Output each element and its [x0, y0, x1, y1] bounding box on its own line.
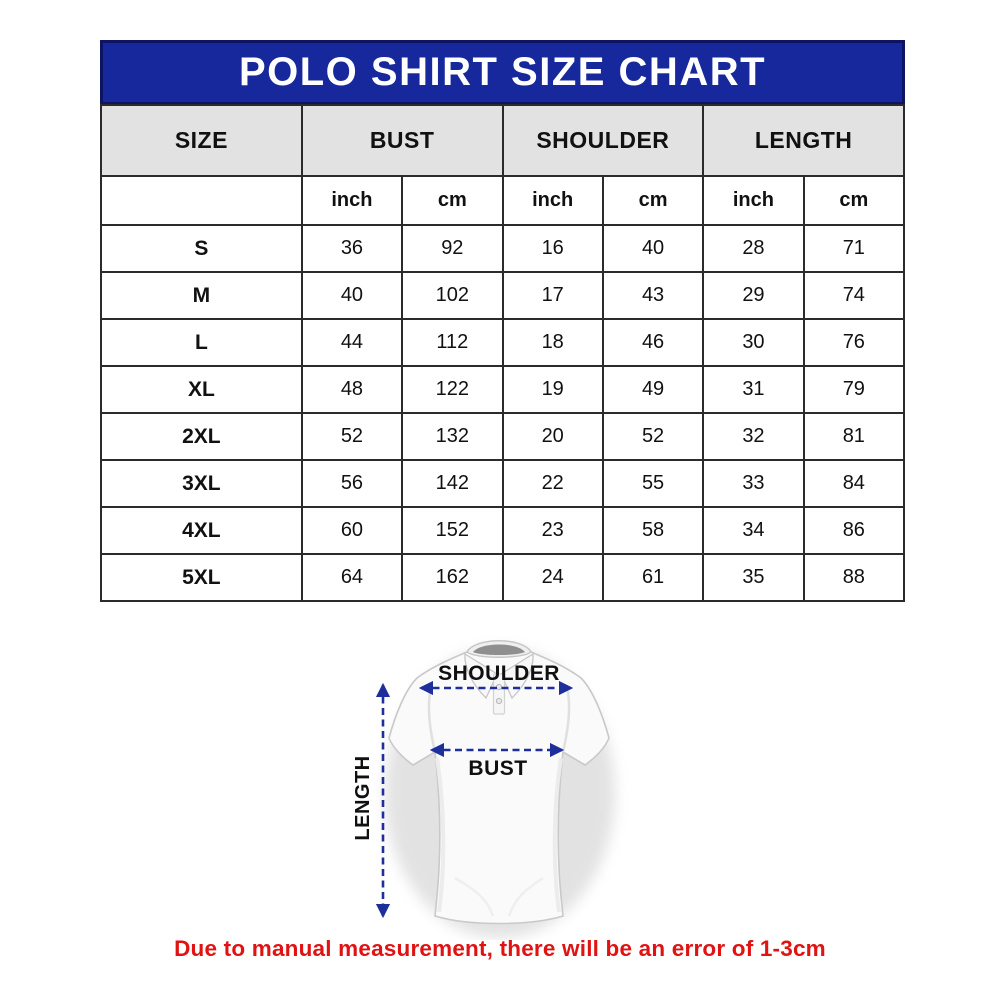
value-cell: 17 [501, 271, 604, 320]
value-cell: 16 [501, 224, 604, 273]
bust-label: BUST [468, 757, 527, 780]
value-cell: 71 [802, 224, 906, 273]
unit-header: cm [802, 175, 906, 226]
size-cell: 3XL [100, 459, 303, 508]
value-cell: 22 [501, 459, 604, 508]
value-cell: 122 [401, 365, 504, 414]
value-cell: 30 [702, 318, 805, 367]
size-table: SIZE BUST SHOULDER LENGTH inch cm inch c… [100, 104, 906, 602]
value-cell: 52 [601, 412, 705, 461]
unit-header: cm [401, 175, 504, 226]
header-bust: BUST [300, 104, 504, 177]
unit-header-empty [100, 175, 303, 226]
header-length: LENGTH [702, 104, 905, 177]
value-cell: 58 [601, 506, 705, 555]
value-cell: 24 [501, 553, 604, 602]
measurement-note: Due to manual measurement, there will be… [174, 936, 826, 961]
value-cell: 40 [601, 224, 705, 273]
value-cell: 56 [300, 459, 404, 508]
table-row: 4XL 60 152 23 58 34 86 [100, 506, 906, 555]
value-cell: 32 [702, 412, 805, 461]
value-cell: 112 [401, 318, 504, 367]
header-shoulder: SHOULDER [501, 104, 705, 177]
chart-title-bar: POLO SHIRT SIZE CHART [100, 40, 905, 105]
table-row: 2XL 52 132 20 52 32 81 [100, 412, 906, 461]
value-cell: 48 [300, 365, 404, 414]
table-row: L 44 112 18 46 30 76 [100, 318, 906, 367]
unit-header: inch [300, 175, 404, 226]
size-cell: 4XL [100, 506, 303, 555]
value-cell: 162 [401, 553, 504, 602]
table-header-row: SIZE BUST SHOULDER LENGTH [100, 104, 905, 177]
value-cell: 86 [802, 506, 906, 555]
value-cell: 28 [702, 224, 805, 273]
value-cell: 88 [802, 553, 906, 602]
polo-shirt-diagram: SHOULDER BUST LENGTH [355, 628, 647, 940]
chart-title: POLO SHIRT SIZE CHART [238, 50, 767, 94]
value-cell: 81 [802, 412, 906, 461]
size-chart: POLO SHIRT SIZE CHART SIZE BUST SHOULDER… [100, 40, 906, 602]
value-cell: 79 [802, 365, 906, 414]
unit-header: cm [601, 175, 705, 226]
value-cell: 33 [702, 459, 805, 508]
size-table-body: S 36 92 16 40 28 71 M 40 102 17 43 29 74 [100, 224, 906, 602]
size-cell: S [100, 224, 303, 273]
table-row: M 40 102 17 43 29 74 [100, 271, 906, 320]
value-cell: 74 [802, 271, 906, 320]
value-cell: 36 [300, 224, 404, 273]
value-cell: 152 [401, 506, 504, 555]
table-row: 5XL 64 162 24 61 35 88 [100, 553, 906, 602]
value-cell: 40 [300, 271, 404, 320]
table-row: 3XL 56 142 22 55 33 84 [100, 459, 906, 508]
collar-inner-shadow [473, 644, 525, 655]
shoulder-label: SHOULDER [438, 662, 560, 685]
value-cell: 102 [401, 271, 504, 320]
value-cell: 43 [601, 271, 705, 320]
size-cell: 2XL [100, 412, 303, 461]
value-cell: 55 [601, 459, 705, 508]
value-cell: 61 [601, 553, 705, 602]
value-cell: 76 [802, 318, 906, 367]
value-cell: 23 [501, 506, 604, 555]
size-cell: 5XL [100, 553, 303, 602]
length-label: LENGTH [355, 755, 374, 840]
value-cell: 49 [601, 365, 705, 414]
button [495, 683, 503, 691]
unit-header: inch [702, 175, 805, 226]
value-cell: 20 [501, 412, 604, 461]
table-row: S 36 92 16 40 28 71 [100, 224, 906, 273]
value-cell: 60 [300, 506, 404, 555]
value-cell: 84 [802, 459, 906, 508]
header-size: SIZE [100, 104, 303, 177]
unit-header: inch [501, 175, 604, 226]
value-cell: 132 [401, 412, 504, 461]
value-cell: 34 [702, 506, 805, 555]
value-cell: 142 [401, 459, 504, 508]
value-cell: 31 [702, 365, 805, 414]
button [495, 697, 503, 705]
value-cell: 44 [300, 318, 404, 367]
value-cell: 19 [501, 365, 604, 414]
value-cell: 18 [501, 318, 604, 367]
unit-header-row: inch cm inch cm inch cm [100, 175, 906, 226]
size-cell: M [100, 271, 303, 320]
size-cell: L [100, 318, 303, 367]
value-cell: 35 [702, 553, 805, 602]
value-cell: 52 [300, 412, 404, 461]
value-cell: 46 [601, 318, 705, 367]
value-cell: 92 [401, 224, 504, 273]
value-cell: 64 [300, 553, 404, 602]
table-row: XL 48 122 19 49 31 79 [100, 365, 906, 414]
size-cell: XL [100, 365, 303, 414]
value-cell: 29 [702, 271, 805, 320]
